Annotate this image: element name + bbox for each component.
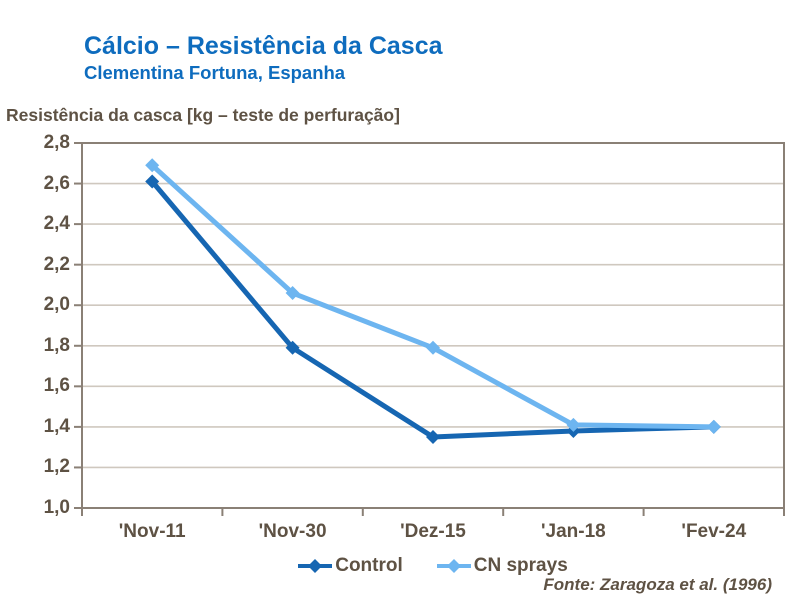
cn-sprays-line (150, 163, 714, 430)
control-marker (285, 340, 300, 355)
plot-border (81, 142, 785, 509)
cn-sprays-marker (426, 340, 440, 355)
y-tick-label: 1,6 (43, 375, 70, 397)
y-tick-label: 2,2 (43, 253, 70, 275)
legend-item: Control (298, 555, 403, 577)
legend-marker-icon (298, 559, 333, 573)
x-tick-label: 'Dez-15 (400, 521, 466, 542)
x-tick-label: 'Nov-30 (258, 521, 327, 542)
cn-sprays-marker (285, 286, 300, 301)
page-subtitle: Clementina Fortuna, Espanha (84, 62, 346, 83)
control-line (150, 179, 714, 440)
source-citation: Fonte: Zaragoza et al. (1996) (543, 575, 772, 594)
page-title: Cálcio – Resistência da Casca (84, 32, 443, 60)
x-tick-label: 'Fev-24 (681, 521, 747, 542)
y-tick-label: 1,4 (43, 415, 70, 437)
chart-legend: Control CN sprays (82, 555, 784, 577)
y-tick-label: 1,2 (43, 456, 70, 478)
cn-sprays-marker (145, 158, 160, 173)
x-tick-label: 'Nov-11 (118, 521, 186, 542)
x-tick-label: 'Jan-18 (541, 521, 606, 542)
control-marker (145, 174, 160, 189)
y-tick-label: 2,0 (43, 294, 70, 316)
y-tick-label: 1,0 (43, 497, 70, 518)
y-tick-label: 2,8 (43, 132, 70, 153)
legend-marker-icon (436, 559, 471, 573)
legend-item: CN sprays (436, 555, 568, 577)
cn-sprays-marker (566, 417, 581, 432)
y-axis-unit-label: Resistência da casca [kg – teste de perf… (6, 105, 400, 125)
y-tick-label: 2,6 (43, 172, 70, 194)
y-tick-label: 1,8 (43, 334, 70, 356)
cn-sprays-marker (706, 419, 721, 434)
control-marker (426, 430, 440, 445)
legend-label: CN sprays (473, 555, 568, 576)
y-tick-label: 2,4 (43, 213, 70, 235)
legend-label: Control (335, 555, 403, 576)
